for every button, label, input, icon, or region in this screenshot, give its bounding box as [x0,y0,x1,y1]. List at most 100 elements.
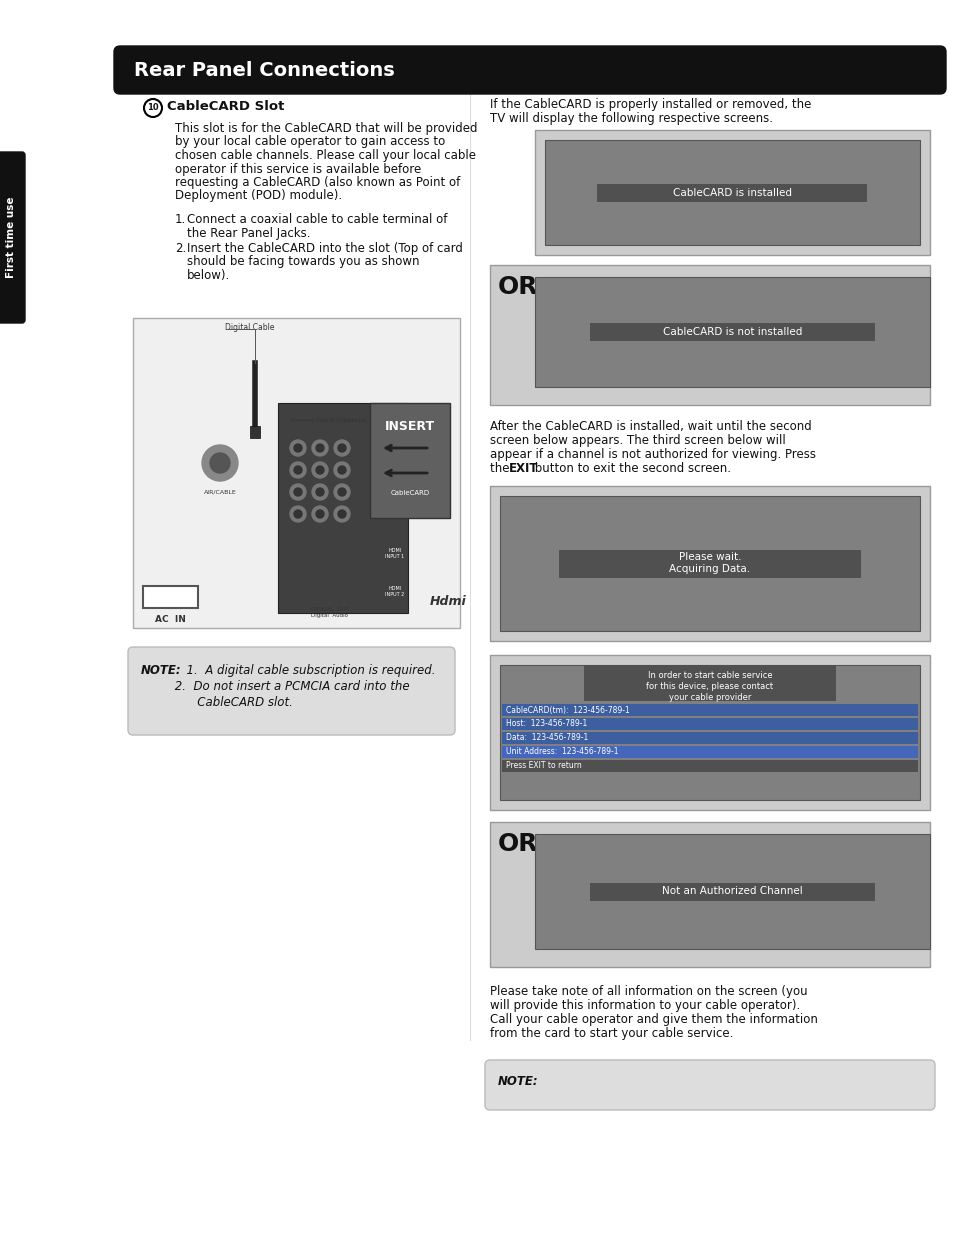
Text: EXIT: EXIT [508,462,537,475]
Circle shape [294,510,302,517]
Circle shape [334,506,350,522]
Circle shape [337,510,346,517]
Circle shape [334,484,350,500]
Text: should be facing towards you as shown: should be facing towards you as shown [187,256,419,268]
Text: If the CableCARD is properly installed or removed, the: If the CableCARD is properly installed o… [490,98,810,111]
Text: Press EXIT to return: Press EXIT to return [505,762,581,771]
Text: NOTE:: NOTE: [497,1074,538,1088]
Circle shape [337,466,346,474]
Text: 10: 10 [147,104,158,112]
Circle shape [294,445,302,452]
Text: This slot is for the CableCARD that will be provided: This slot is for the CableCARD that will… [174,122,477,135]
Text: After the CableCARD is installed, wait until the second: After the CableCARD is installed, wait u… [490,420,811,433]
Text: AIR/CABLE: AIR/CABLE [203,490,236,495]
Bar [535,834,929,948]
Circle shape [290,506,306,522]
Text: from the card to start your cable service.: from the card to start your cable servic… [490,1028,733,1040]
Bar [583,664,835,701]
Text: the Rear Panel Jacks.: the Rear Panel Jacks. [187,226,310,240]
Text: Accessory Data of US/Japan Inc.: Accessory Data of US/Japan Inc. [290,417,367,424]
Bar [143,585,198,608]
Text: Please take note of all information on the screen (you: Please take note of all information on t… [490,986,807,998]
Text: Hdmi: Hdmi [430,595,466,608]
Text: Host:  123-456-789-1: Host: 123-456-789-1 [505,720,587,729]
Bar [490,266,929,405]
Text: Rear Panel Connections: Rear Panel Connections [133,61,395,79]
Circle shape [337,445,346,452]
Text: the: the [490,462,513,475]
Circle shape [312,484,328,500]
Circle shape [315,510,324,517]
Bar [544,140,919,245]
Text: Not an Authorized Channel: Not an Authorized Channel [661,887,802,897]
Text: Unit Address:  123-456-789-1: Unit Address: 123-456-789-1 [505,747,618,757]
Bar [597,184,866,201]
Bar [535,277,929,387]
Bar [501,746,917,758]
Circle shape [312,462,328,478]
Bar [501,760,917,772]
Circle shape [210,453,230,473]
Text: HDMI
INPUT 2: HDMI INPUT 2 [385,585,404,598]
Text: OR: OR [497,832,537,856]
Text: OR: OR [497,275,537,299]
Bar [490,823,929,967]
Bar [558,550,861,578]
Bar [250,426,260,438]
Text: Connect a coaxial cable to cable terminal of: Connect a coaxial cable to cable termina… [187,212,447,226]
Text: NOTE:: NOTE: [141,664,181,677]
Text: CableCARD slot.: CableCARD slot. [141,697,293,709]
Bar [499,664,919,800]
Text: will provide this information to your cable operator).: will provide this information to your ca… [490,999,800,1011]
Circle shape [337,488,346,496]
Text: below).: below). [187,269,230,282]
Bar [132,317,459,629]
Text: button to exit the second screen.: button to exit the second screen. [530,462,730,475]
Circle shape [290,440,306,456]
Text: screen below appears. The third screen below will: screen below appears. The third screen b… [490,433,785,447]
Text: CableCARD(tm):  123-456-789-1: CableCARD(tm): 123-456-789-1 [505,705,629,715]
Text: 2.: 2. [174,242,186,254]
Bar [499,496,919,631]
Text: AC  IN: AC IN [154,615,185,624]
Text: by your local cable operator to gain access to: by your local cable operator to gain acc… [174,136,445,148]
Text: INSERT: INSERT [384,420,435,432]
Text: CableCARD is not installed: CableCARD is not installed [662,327,801,337]
Text: Data:  123-456-789-1: Data: 123-456-789-1 [505,734,588,742]
Text: chosen cable channels. Please call your local cable: chosen cable channels. Please call your … [174,149,476,162]
Bar [370,403,450,517]
Text: CableCARD is installed: CableCARD is installed [672,188,791,198]
FancyBboxPatch shape [484,1060,934,1110]
Bar [277,403,408,613]
Text: Please wait.: Please wait. [678,552,740,562]
Circle shape [315,488,324,496]
Text: TV will display the following respective screens.: TV will display the following respective… [490,112,772,125]
Bar [490,487,929,641]
Circle shape [294,488,302,496]
Circle shape [334,462,350,478]
Text: appear if a channel is not authorized for viewing. Press: appear if a channel is not authorized fo… [490,448,815,461]
Bar [490,655,929,810]
Text: your cable provider: your cable provider [668,693,750,701]
Circle shape [290,462,306,478]
Circle shape [334,440,350,456]
Text: Deployment (POD) module).: Deployment (POD) module). [174,189,342,203]
FancyBboxPatch shape [113,46,945,94]
FancyBboxPatch shape [0,152,25,324]
Text: CableCARD: CableCARD [390,490,429,496]
Text: In order to start cable service: In order to start cable service [647,671,772,680]
Text: 2.  Do not insert a PCMCIA card into the: 2. Do not insert a PCMCIA card into the [141,680,409,693]
Bar [590,324,874,341]
Circle shape [290,484,306,500]
Text: 1.  A digital cable subscription is required.: 1. A digital cable subscription is requi… [179,664,435,677]
Text: First time use: First time use [6,196,16,278]
Bar [501,732,917,743]
Circle shape [315,445,324,452]
Text: Digital Cable: Digital Cable [225,324,274,332]
Bar [501,718,917,730]
Circle shape [312,506,328,522]
Circle shape [294,466,302,474]
Text: Call your cable operator and give them the information: Call your cable operator and give them t… [490,1013,817,1026]
Text: Acquiring Data.: Acquiring Data. [669,564,750,574]
FancyBboxPatch shape [128,647,455,735]
